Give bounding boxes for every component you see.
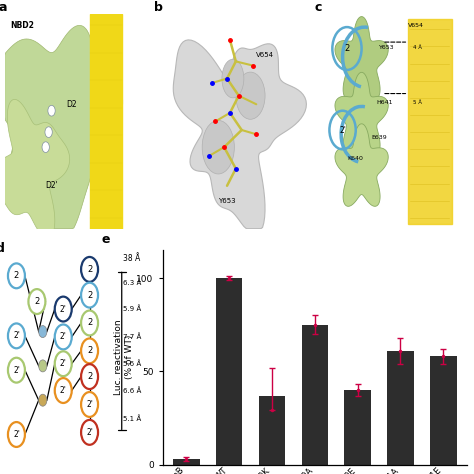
Text: e: e (102, 233, 110, 246)
Circle shape (8, 422, 25, 447)
Text: c: c (315, 1, 322, 14)
Text: 2: 2 (87, 319, 92, 328)
Bar (301, 325, 328, 465)
Ellipse shape (236, 72, 265, 119)
Polygon shape (335, 73, 388, 155)
Bar (173, 459, 200, 465)
Text: NBD2: NBD2 (10, 21, 35, 30)
Circle shape (39, 326, 47, 337)
Text: Y653: Y653 (218, 198, 236, 204)
Circle shape (39, 360, 47, 372)
Text: 2': 2' (86, 400, 93, 409)
Y-axis label: Luc. reactivation
(% of WT): Luc. reactivation (% of WT) (114, 319, 134, 395)
Text: 6.3 Å: 6.3 Å (123, 279, 142, 286)
Circle shape (81, 310, 98, 336)
Text: 2': 2' (60, 386, 67, 395)
Polygon shape (335, 17, 388, 99)
Text: d: d (0, 242, 5, 255)
Polygon shape (173, 40, 306, 228)
Circle shape (55, 297, 72, 321)
Bar (344, 390, 371, 465)
Polygon shape (0, 100, 70, 238)
Text: 2': 2' (86, 428, 93, 437)
Text: 2: 2 (87, 291, 92, 300)
Text: H641: H641 (376, 100, 393, 105)
Circle shape (55, 378, 72, 403)
Text: b: b (154, 1, 163, 14)
Text: 38 Å: 38 Å (123, 254, 140, 263)
Bar (409, 18, 452, 224)
Text: 2': 2' (339, 126, 346, 135)
Circle shape (81, 364, 98, 389)
Text: 2': 2' (13, 331, 20, 340)
Circle shape (8, 323, 25, 348)
Circle shape (81, 338, 98, 363)
Circle shape (45, 127, 52, 137)
Text: 2: 2 (344, 44, 350, 53)
Text: a: a (0, 1, 8, 14)
Polygon shape (5, 26, 123, 228)
Text: V654: V654 (256, 52, 274, 58)
Text: 7.7 Å: 7.7 Å (123, 334, 142, 340)
Text: K640: K640 (347, 156, 363, 161)
Text: 2: 2 (87, 372, 92, 381)
Circle shape (48, 105, 55, 116)
Circle shape (55, 325, 72, 349)
Text: D2: D2 (66, 100, 77, 109)
Text: 5.6 Å: 5.6 Å (123, 360, 141, 367)
Text: Y653: Y653 (379, 45, 395, 49)
Bar (216, 278, 242, 465)
Circle shape (42, 142, 49, 153)
Text: 2': 2' (60, 305, 67, 314)
Text: 5.9 Å: 5.9 Å (123, 306, 141, 312)
Text: 2': 2' (60, 359, 67, 368)
Circle shape (28, 289, 46, 314)
Circle shape (81, 392, 98, 417)
Circle shape (8, 264, 25, 288)
Text: 2: 2 (14, 271, 19, 280)
Bar (430, 356, 456, 465)
Ellipse shape (222, 59, 244, 98)
Circle shape (81, 283, 98, 308)
Polygon shape (335, 124, 388, 206)
Text: 6.6 Å: 6.6 Å (123, 387, 142, 394)
Circle shape (55, 351, 72, 376)
Circle shape (81, 257, 98, 282)
Bar (259, 395, 285, 465)
Text: E639: E639 (372, 135, 388, 139)
Text: 4 Å: 4 Å (413, 45, 422, 49)
Ellipse shape (202, 120, 234, 174)
Text: D2': D2' (46, 182, 58, 191)
Circle shape (81, 420, 98, 445)
Text: 5 Å: 5 Å (413, 100, 422, 105)
Text: 2': 2' (13, 365, 20, 374)
Text: 2': 2' (13, 430, 20, 439)
Circle shape (39, 394, 47, 406)
Text: 2: 2 (87, 346, 92, 356)
Text: 2: 2 (34, 297, 39, 306)
Text: V654: V654 (409, 23, 424, 28)
Text: 2: 2 (87, 265, 92, 274)
Circle shape (8, 358, 25, 383)
Text: 5.1 Å: 5.1 Å (123, 415, 141, 422)
Bar (387, 351, 414, 465)
Bar (90, 14, 122, 228)
Text: 2': 2' (60, 332, 67, 341)
